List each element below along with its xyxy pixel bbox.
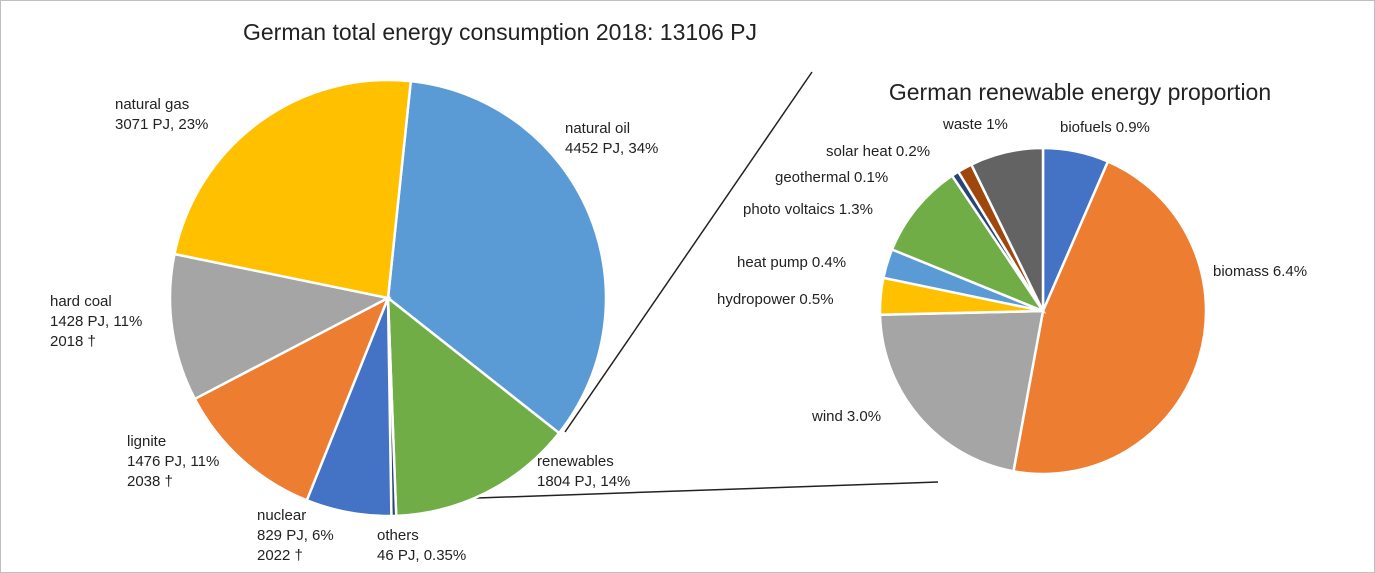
slice-label: hard coal 1428 PJ, 11% 2018 †: [50, 293, 142, 350]
pie-slice: [1012, 159, 1208, 476]
connector-line: [564, 71, 813, 433]
chart-title: German renewable energy proportion: [889, 79, 1271, 105]
pie-slice: [969, 146, 1045, 312]
annotation: 2038 †: [127, 473, 173, 490]
value-label: 1804 PJ, 14%: [537, 473, 630, 490]
value-label: 0.4%: [812, 254, 846, 271]
pie-slice: [193, 295, 391, 502]
value-label: 0.9%: [1116, 119, 1150, 136]
value-label: 4452 PJ, 34%: [565, 140, 658, 157]
chart-title: German total energy consumption 2018: 13…: [243, 19, 757, 45]
value-label: 1.3%: [839, 201, 873, 218]
pie-slice: [386, 295, 561, 518]
annotation: 2018 †: [50, 333, 96, 350]
slice-label: biofuels 0.9%: [1060, 119, 1150, 136]
category-name: photo voltaics: [743, 201, 835, 218]
category-name: lignite: [127, 433, 166, 450]
slice-label: solar heat 0.2%: [826, 143, 930, 160]
value-label: 6.4%: [1273, 263, 1307, 280]
slice-label: lignite 1476 PJ, 11% 2038 †: [127, 433, 219, 490]
value-label: 3071 PJ, 23%: [115, 116, 208, 133]
slice-label: photo voltaics 1.3%: [743, 201, 873, 218]
pie-slice: [173, 78, 413, 300]
slice-label: heat pump 0.4%: [737, 254, 846, 271]
value-label: 46 PJ, 0.35%: [377, 547, 466, 564]
category-name: solar heat: [826, 143, 893, 160]
slice-label: wind 3.0%: [811, 408, 881, 425]
value-label: 1%: [986, 116, 1008, 133]
annotation: 2022 †: [257, 547, 303, 564]
value-label: 1476 PJ, 11%: [127, 453, 219, 470]
value-label: 3.0%: [847, 408, 881, 425]
category-name: renewables: [537, 453, 614, 470]
slice-label: others 46 PJ, 0.35%: [377, 527, 466, 564]
slice-label: biomass 6.4%: [1213, 263, 1307, 280]
value-label: 0.2%: [896, 143, 930, 160]
category-name: wind: [811, 408, 843, 425]
slice-label: hydropower 0.5%: [717, 291, 834, 308]
category-name: biomass: [1213, 263, 1269, 280]
value-label: 829 PJ, 6%: [257, 527, 334, 544]
category-name: hard coal: [50, 293, 112, 310]
value-label: 1428 PJ, 11%: [50, 313, 142, 330]
value-label: 0.1%: [854, 169, 888, 186]
category-name: geothermal: [775, 169, 850, 186]
pie-slice: [168, 252, 392, 401]
pie-slice: [878, 309, 1045, 473]
slice-label: geothermal 0.1%: [775, 169, 888, 186]
slice-label: natural gas 3071 PJ, 23%: [115, 96, 208, 133]
slice-label: renewables 1804 PJ, 14%: [537, 453, 630, 490]
category-name: waste: [942, 116, 982, 133]
category-name: others: [377, 527, 419, 544]
category-name: heat pump: [737, 254, 808, 271]
slice-label: nuclear 829 PJ, 6% 2022 †: [257, 507, 334, 564]
slice-label: natural oil 4452 PJ, 34%: [565, 120, 658, 157]
pie-slice: [386, 79, 608, 435]
slice-label: waste 1%: [942, 116, 1008, 133]
category-name: biofuels: [1060, 119, 1112, 136]
connector-line: [419, 481, 939, 501]
category-name: nuclear: [257, 507, 306, 524]
category-name: natural gas: [115, 96, 189, 113]
category-name: hydropower: [717, 291, 795, 308]
value-label: 0.5%: [799, 291, 833, 308]
pie-slice: [890, 173, 1047, 314]
category-name: natural oil: [565, 120, 630, 137]
